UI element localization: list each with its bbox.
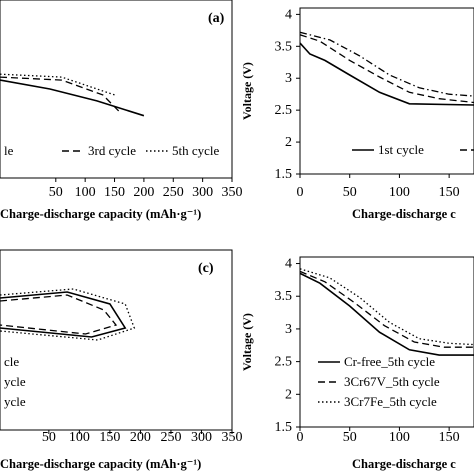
legend-label: le (4, 143, 14, 158)
plot-frame (299, 7, 474, 175)
series-line-1 (300, 42, 474, 106)
x-tick-label: 250 (160, 430, 181, 445)
x-tick-label: 50 (343, 430, 357, 445)
y-tick-label: 4 (285, 7, 292, 22)
legend-label: Cr-free_5th cycle (344, 354, 435, 369)
series-line-3 (300, 31, 474, 97)
x-tick-label: 150 (439, 185, 460, 200)
legend-label: ycle (4, 394, 26, 409)
x-tick-label: 100 (69, 430, 90, 445)
x-axis-title: Charge-discharge c (352, 457, 456, 471)
x-axis-title: Charge-discharge capacity (mAh·g⁻¹) (0, 457, 201, 471)
legend-label: 3rd cycle (88, 143, 136, 158)
x-tick-label: 300 (191, 430, 212, 445)
series-line-1 (300, 272, 474, 356)
series-line-2 (0, 76, 121, 114)
plot-frame (299, 256, 474, 428)
series-line-3 (0, 288, 136, 341)
legend-label: 3Cr7Fe_5th cycle (344, 394, 437, 409)
y-tick-label: 2 (285, 135, 292, 150)
y-tick-label: 3 (285, 322, 292, 337)
series-line-3 (0, 73, 115, 96)
series-line-1 (0, 291, 127, 338)
x-axis-title: Charge-discharge capacity (mAh·g⁻¹) (0, 207, 201, 221)
x-axis-title: Charge-discharge c (352, 207, 456, 221)
y-tick-label: 3 (285, 71, 292, 86)
x-tick-label: 50 (42, 430, 56, 445)
x-tick-label: 100 (75, 185, 96, 200)
y-tick-label: 3.5 (275, 39, 293, 54)
x-tick-label: 0 (297, 430, 304, 445)
series-line-2 (300, 270, 474, 348)
x-tick-label: 150 (99, 430, 120, 445)
x-tick-label: 150 (439, 430, 460, 445)
x-tick-label: 0 (297, 185, 304, 200)
legend-label: ycle (4, 374, 26, 389)
plot-frame (0, 249, 233, 431)
x-tick-label: 300 (192, 185, 213, 200)
x-tick-label: 100 (389, 185, 410, 200)
series-line-2 (0, 294, 118, 335)
legend-label: 1st cycle (378, 142, 424, 157)
y-axis-title: Voltage (V) (240, 62, 254, 120)
y-tick-label: 2.5 (275, 103, 293, 118)
y-tick-label: 2.5 (275, 355, 293, 370)
x-tick-label: 350 (222, 430, 243, 445)
x-tick-label: 350 (222, 185, 243, 200)
y-axis-title: Voltage (V) (240, 313, 254, 371)
y-tick-label: 2 (285, 387, 292, 402)
panel-label: (a) (208, 11, 225, 26)
series-line-2 (300, 34, 474, 104)
y-tick-label: 4 (285, 257, 292, 272)
series-line-3 (300, 268, 474, 346)
legend-label: 3Cr67V_5th cycle (344, 374, 440, 389)
series-line-1 (0, 79, 145, 117)
x-tick-label: 250 (163, 185, 184, 200)
x-tick-label: 100 (389, 430, 410, 445)
x-tick-label: 200 (130, 430, 151, 445)
y-tick-label: 3.5 (275, 289, 293, 304)
legend-label: 5th cycle (172, 143, 220, 158)
panel-label: (c) (198, 261, 214, 276)
y-tick-label: 1.5 (275, 420, 293, 435)
x-tick-label: 50 (343, 185, 357, 200)
legend-label: cle (4, 354, 19, 369)
plot-frame (0, 0, 233, 179)
y-tick-label: 1.5 (275, 167, 293, 182)
x-tick-label: 50 (49, 185, 63, 200)
x-tick-label: 150 (104, 185, 125, 200)
x-tick-label: 200 (133, 185, 154, 200)
